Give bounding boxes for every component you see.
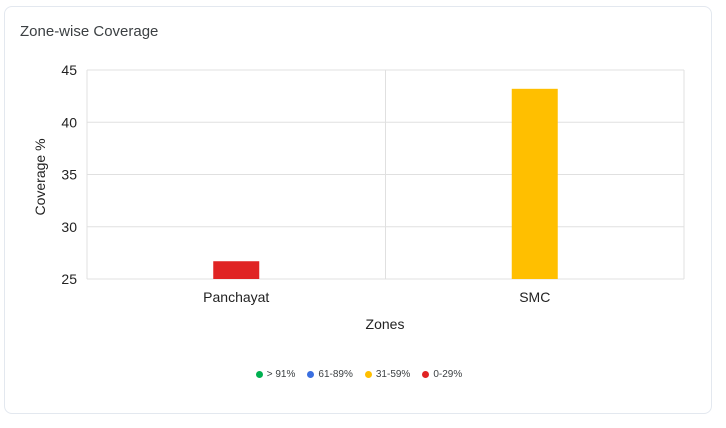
legend: > 91% 61-89% 31-59% 0-29% (5, 369, 713, 380)
bar-smc[interactable] (511, 88, 558, 279)
legend-dot-icon (364, 371, 372, 378)
x-tick-label: Panchayat (203, 289, 269, 305)
coverage-card: Zone-wise Coverage 25 30 35 40 45 Panchayat S… (4, 6, 712, 414)
legend-label: 61-89% (318, 369, 353, 380)
legend-label: 31-59% (375, 369, 411, 380)
bar-chart: 25 30 35 40 45 Panchayat SMC Zones Coverage % (32, 62, 685, 332)
x-tick-label: SMC (519, 289, 550, 305)
x-tick-labels: Panchayat SMC (203, 289, 550, 305)
bar-panchayat[interactable] (213, 261, 260, 279)
card-title: Zone-wise Coverage (20, 23, 159, 40)
legend-label: 0-29% (433, 369, 463, 380)
y-axis-label: Coverage % (32, 138, 48, 215)
legend-dot-icon (255, 371, 263, 378)
y-tick-label: 40 (61, 114, 77, 130)
legend-item[interactable]: 0-29% (422, 369, 462, 380)
bars (213, 88, 558, 279)
legend-dot-icon (307, 371, 315, 378)
legend-item[interactable]: 61-89% (307, 369, 353, 380)
x-axis-label: Zones (366, 316, 405, 332)
legend-item[interactable]: 31-59% (364, 369, 411, 380)
y-tick-label: 35 (61, 167, 77, 183)
legend-label: > 91% (266, 369, 296, 380)
legend-dot-icon (422, 371, 430, 378)
y-tick-label: 30 (61, 219, 77, 235)
grid (86, 69, 685, 280)
y-tick-label: 45 (61, 62, 77, 78)
y-tick-labels: 25 30 35 40 45 (61, 62, 77, 287)
y-tick-label: 25 (61, 271, 77, 287)
legend-item[interactable]: > 91% (255, 369, 296, 380)
